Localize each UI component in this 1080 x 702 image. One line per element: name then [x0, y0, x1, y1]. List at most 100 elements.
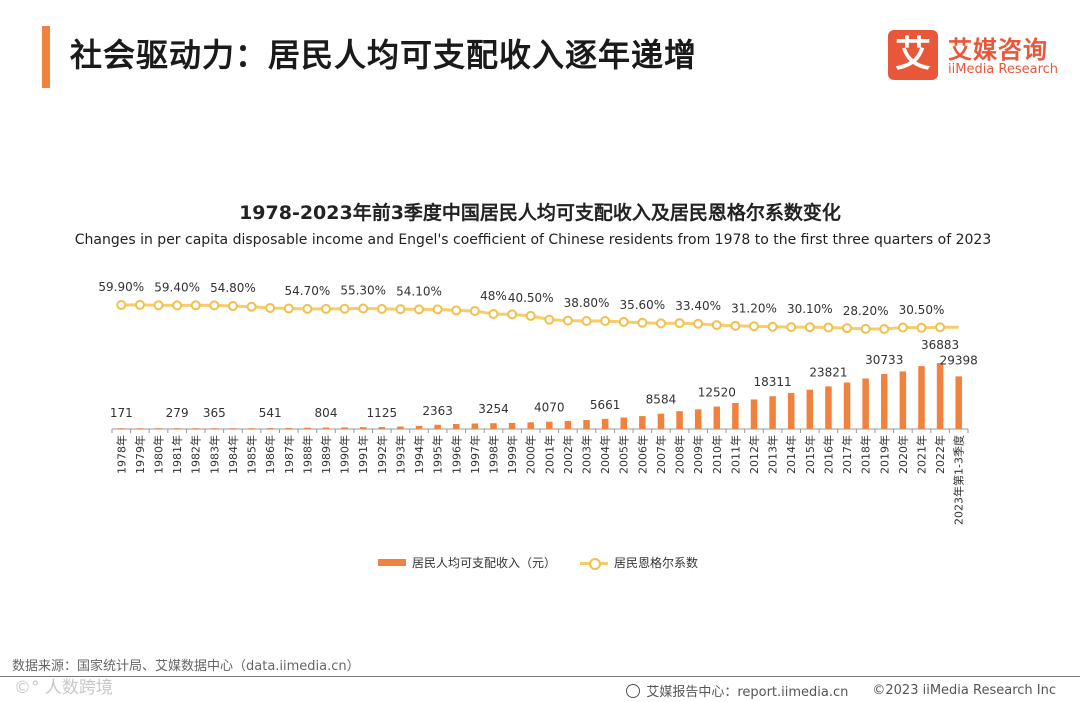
income-bar: [192, 428, 199, 429]
income-data-label: 3254: [478, 402, 509, 416]
x-tick-label: 2012年: [747, 435, 761, 474]
income-bar: [732, 402, 739, 429]
engel-point: [618, 316, 629, 327]
income-bar: [955, 376, 962, 429]
title-accent-bar: [42, 26, 50, 88]
engel-data-label: 38.80%: [564, 296, 610, 310]
income-bar: [750, 399, 758, 429]
engel-point: [674, 318, 685, 329]
engel-point: [414, 304, 425, 315]
x-tick-label: 1984年: [226, 435, 240, 474]
x-tick-label: 2006年: [635, 435, 649, 474]
engel-point: [227, 301, 238, 312]
engel-point: [321, 303, 331, 314]
watermark: ©° 人数跨境: [14, 678, 113, 698]
income-data-label: 4070: [534, 401, 565, 415]
engel-data-label: 54.70%: [285, 284, 331, 298]
legend-bar-swatch: [378, 559, 406, 566]
engel-line: [121, 303, 959, 331]
engel-point: [116, 300, 127, 310]
x-tick-label: 1978年: [114, 435, 128, 474]
income-bar: [601, 418, 609, 429]
income-bar: [173, 428, 181, 429]
income-data-label: 8584: [646, 393, 677, 407]
report-link[interactable]: 艾媒报告中心：report.iimedia.cn: [646, 685, 849, 700]
income-bar: [806, 389, 814, 429]
income-bar: [787, 392, 795, 429]
engel-data-label: 55.30%: [340, 283, 386, 297]
logo-en-text: iiMedia Research: [948, 62, 1059, 77]
engel-data-label: 30.10%: [787, 302, 833, 316]
data-source: 数据来源：国家统计局、艾媒数据中心（data.iimedia.cn）: [12, 659, 360, 674]
engel-point: [767, 321, 778, 332]
x-tick-label: 2008年: [673, 435, 687, 474]
legend-item-engel[interactable]: 居民恩格尔系数: [580, 554, 698, 571]
income-bar: [490, 423, 497, 429]
x-tick-label: 1993年: [393, 435, 407, 474]
engel-point: [879, 324, 890, 334]
income-data-label: 804: [315, 406, 338, 420]
x-tick-label: 2009年: [691, 435, 705, 474]
income-bar: [881, 374, 888, 429]
income-data-label: 2363: [422, 404, 453, 418]
engel-point: [283, 303, 294, 314]
engel-point: [246, 301, 257, 312]
income-bar: [266, 428, 274, 429]
engel-point: [376, 303, 387, 314]
engel-point: [935, 322, 946, 333]
engel-point: [655, 318, 666, 329]
engel-data-label: 48%: [480, 289, 507, 303]
engel-data-label: 30.50%: [899, 303, 945, 317]
legend-item-income[interactable]: 居民人均可支配收入（元）: [378, 554, 556, 571]
engel-point: [693, 318, 704, 329]
income-bar: [713, 406, 721, 429]
x-tick-label: 2002年: [561, 435, 575, 474]
x-tick-label: 2003年: [580, 435, 594, 474]
x-tick-label: 1992年: [375, 435, 389, 474]
footer-info: 艾媒报告中心：report.iimedia.cn ©2023 iiMedia R…: [626, 681, 1056, 700]
engel-point: [860, 323, 871, 334]
x-tick-label: 1999年: [505, 435, 519, 474]
x-tick-label: 2021年: [914, 435, 928, 474]
engel-point: [544, 314, 555, 325]
x-tick-label: 1985年: [245, 435, 259, 474]
engel-point: [469, 306, 480, 317]
engel-point: [804, 322, 815, 333]
income-bar: [155, 428, 162, 429]
income-bar: [341, 427, 348, 429]
x-tick-label: 2019年: [877, 435, 891, 474]
x-tick-label: 1998年: [486, 435, 500, 474]
income-bar: [415, 425, 423, 429]
income-bar: [508, 422, 516, 429]
x-tick-label: 2015年: [803, 435, 817, 474]
engel-point: [786, 322, 797, 333]
x-tick-label: 1995年: [431, 435, 445, 474]
income-data-label: 29398: [940, 353, 978, 367]
x-tick-label: 2014年: [784, 435, 798, 474]
engel-data-label: 31.20%: [731, 301, 777, 315]
income-bar: [322, 427, 330, 429]
income-bar: [434, 424, 441, 429]
engel-point: [339, 303, 350, 314]
x-tick-label: 1982年: [189, 435, 203, 474]
x-tick-label: 2023年第1-3季度: [952, 435, 966, 525]
globe-icon: [626, 683, 641, 698]
income-bar: [304, 427, 311, 429]
engel-point: [897, 322, 908, 333]
income-bar: [862, 378, 869, 429]
income-data-label: 279: [166, 406, 189, 420]
x-tick-label: 1986年: [263, 435, 277, 474]
x-tick-label: 2013年: [766, 435, 780, 474]
engel-point: [395, 304, 406, 315]
income-bar: [211, 428, 218, 429]
logo-mark: 艾: [888, 30, 938, 80]
x-tick-label: 1997年: [468, 435, 482, 474]
income-bar: [694, 409, 702, 429]
engel-point: [600, 315, 611, 326]
engel-point: [637, 317, 648, 328]
x-tick-label: 1979年: [133, 435, 147, 474]
engel-point: [190, 300, 201, 311]
iimedia-logo[interactable]: 艾 艾媒咨询 iiMedia Research: [888, 28, 1068, 82]
x-tick-label: 2007年: [654, 435, 668, 474]
income-bar: [248, 428, 255, 429]
